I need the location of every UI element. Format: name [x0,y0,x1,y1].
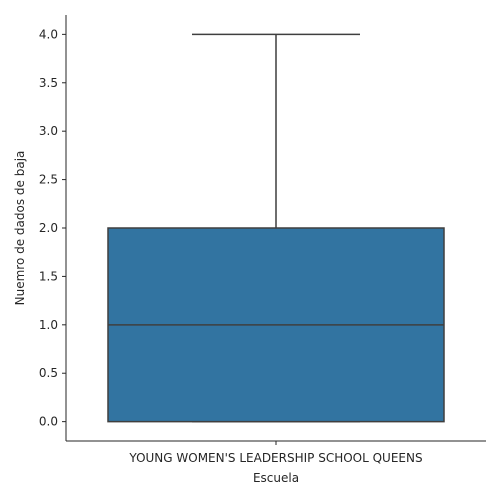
x-tick-label: YOUNG WOMEN'S LEADERSHIP SCHOOL QUEENS [128,451,422,465]
y-tick-label: 0.0 [39,415,58,429]
x-axis-ticks: YOUNG WOMEN'S LEADERSHIP SCHOOL QUEENS [128,441,423,465]
box-series [107,33,445,423]
y-tick-label: 0.5 [39,366,58,380]
y-tick-label: 3.0 [39,124,58,138]
y-tick-label: 3.5 [39,76,58,90]
y-tick-label: 2.0 [39,221,58,235]
y-tick-label: 1.5 [39,269,58,283]
y-tick-label: 1.0 [39,318,58,332]
y-tick-label: 2.5 [39,173,58,187]
y-axis-label: Nuemro de dados de baja [13,151,27,306]
y-axis-ticks: 0.0 0.5 1.0 1.5 2.0 2.5 3.0 3.5 4.0 [39,27,66,429]
x-axis-label: Escuela [253,471,299,485]
y-tick-label: 4.0 [39,27,58,41]
